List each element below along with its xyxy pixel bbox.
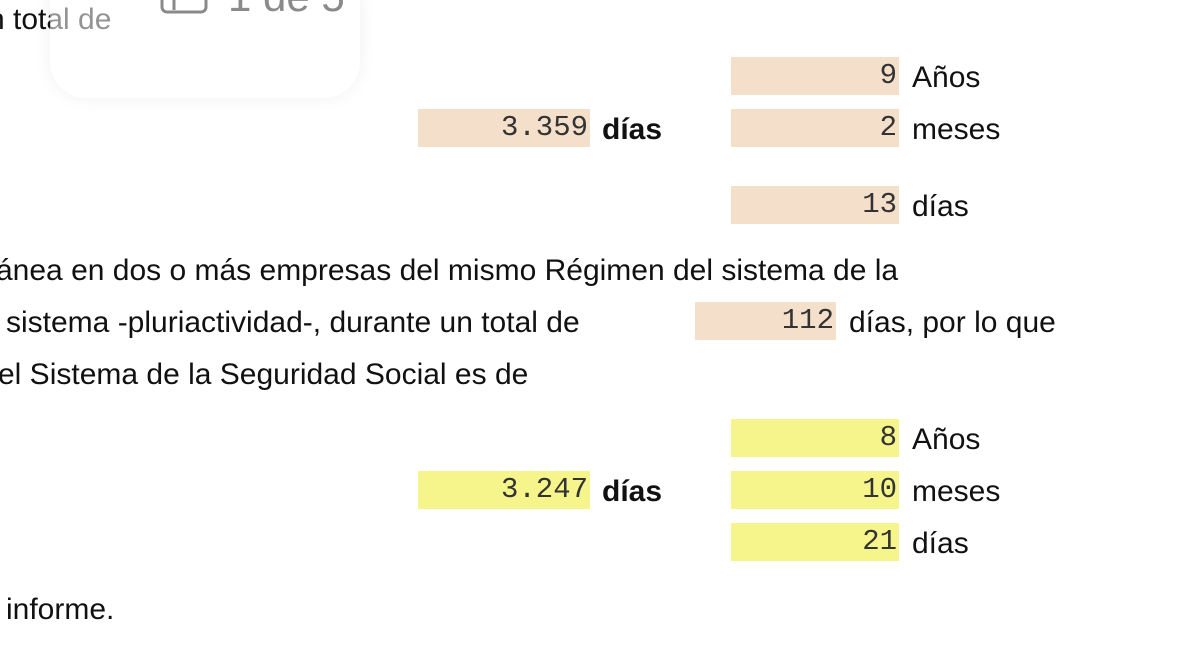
months-field-1[interactable]: 2	[731, 109, 899, 147]
pluriactividad-days-field[interactable]: 112	[695, 302, 836, 340]
months-label-2: meses	[912, 475, 1001, 508]
page-count-text: 1 de 5	[228, 0, 345, 22]
total-days-label-1: días	[602, 113, 663, 146]
footer-fragment-text: informe.	[6, 593, 115, 626]
page-indicator[interactable]: 1 de 5	[50, 0, 360, 98]
bullet-fragment: ·	[0, 305, 6, 341]
months-field-2[interactable]: 10	[731, 471, 899, 509]
days-label-2: días	[912, 527, 969, 560]
paragraph-line-3: el Sistema de la Seguridad Social es de	[0, 358, 529, 391]
paragraph-line-2-end: días, por lo que	[849, 306, 1056, 339]
days-field-1[interactable]: 13	[731, 186, 899, 224]
days-field-2[interactable]: 21	[731, 523, 899, 561]
years-label-1: Años	[912, 61, 981, 94]
paragraph-line-2-start: ·sistema -pluriactividad-, durante un to…	[0, 305, 580, 341]
months-label-1: meses	[912, 113, 1001, 146]
page-icon	[160, 0, 208, 14]
years-field-1[interactable]: 9	[731, 57, 899, 95]
years-label-2: Años	[912, 423, 981, 456]
days-label-1: días	[912, 190, 969, 223]
total-days-label-2: días	[602, 475, 663, 508]
paragraph-line-2-text: sistema -pluriactividad-, durante un tot…	[6, 306, 580, 339]
total-days-field-1[interactable]: 3.359	[418, 109, 590, 147]
paragraph-line-1: ánea en dos o más empresas del mismo Rég…	[0, 254, 899, 287]
total-days-field-2[interactable]: 3.247	[418, 471, 590, 509]
years-field-2[interactable]: 8	[731, 419, 899, 457]
